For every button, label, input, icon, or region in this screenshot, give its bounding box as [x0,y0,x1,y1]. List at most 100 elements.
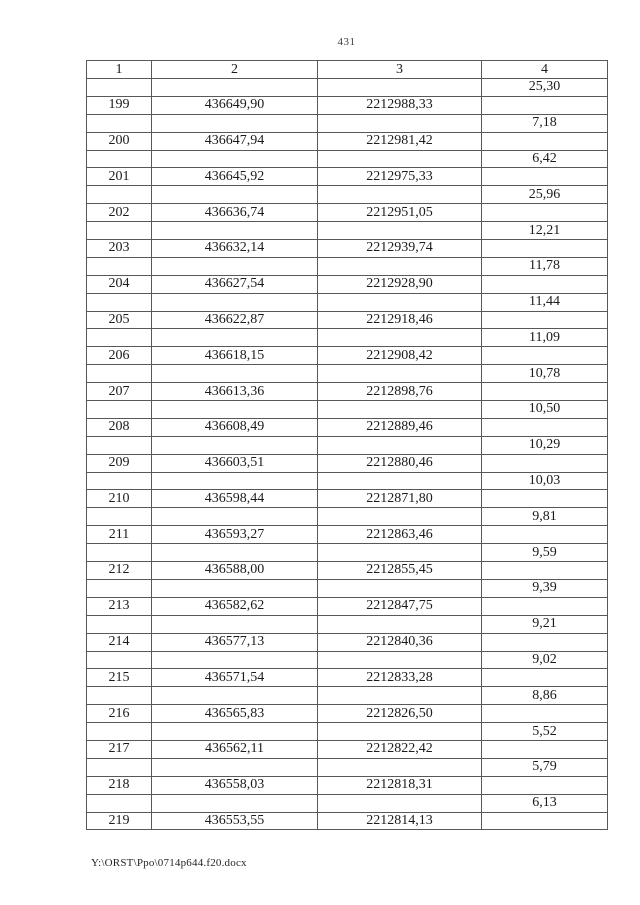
table-row: 211 436593,27 2212863,46 [86,525,608,545]
table-row: 11,44 [86,292,608,312]
table-cell [481,131,608,151]
table-cell: 11,78 [481,256,608,276]
table-row: 216 436565,83 2212826,50 [86,704,608,724]
table-cell [151,543,318,563]
table-cell [151,757,318,777]
table-cell: 5,79 [481,757,608,777]
table-cell [481,167,608,187]
table-row: 217 436562,11 2212822,42 [86,739,608,759]
table-cell [151,471,318,491]
table-row: 218 436558,03 2212818,31 [86,775,608,795]
table-cell: 9,81 [481,507,608,527]
table-cell: 199 [86,95,152,115]
table-cell [86,543,152,563]
table-cell [86,364,152,384]
table-cell [481,525,608,545]
table-cell: 2212928,90 [317,274,482,294]
table-cell [151,256,318,276]
table-cell [151,400,318,419]
table-cell [86,435,152,455]
table-cell: 2212939,74 [317,239,482,258]
table-cell [151,78,318,97]
table-cell [151,149,318,169]
table-cell [481,417,608,437]
table-cell: 2212898,76 [317,382,482,402]
table-cell [151,328,318,348]
table-cell: 25,30 [481,78,608,97]
table-cell [86,328,152,348]
table-cell [317,435,482,455]
table-cell [86,149,152,169]
table-cell: 436562,11 [151,739,318,759]
table-cell [317,650,482,670]
table-cell [317,113,482,133]
table-cell [151,722,318,741]
table-cell: 9,39 [481,578,608,598]
table-cell: 211 [86,525,152,545]
table-row: 25,96 [86,185,608,205]
coordinates-table: 1 2 3 4 25,30 199 436649,90 2212988,33 7,18 2… [86,60,608,831]
table-cell [481,310,608,330]
table-cell: 436571,54 [151,668,318,688]
table-cell: 208 [86,417,152,437]
table-cell: 436582,62 [151,596,318,616]
table-cell [317,507,482,527]
table-cell [317,256,482,276]
table-cell: 10,29 [481,435,608,455]
table-cell [481,704,608,724]
table-cell [151,650,318,670]
table-row: 9,81 [86,507,608,527]
table-row: 205 436622,87 2212918,46 [86,310,608,330]
table-cell [317,328,482,348]
table-cell [151,292,318,312]
table-cell [86,78,152,97]
table-cell: 202 [86,203,152,223]
table-cell: 10,03 [481,471,608,491]
table-cell [481,382,608,402]
table-cell: 12,21 [481,221,608,241]
table-cell [481,668,608,688]
table-header-row: 1 2 3 4 [86,60,608,79]
table-cell [86,578,152,598]
table-cell: 436558,03 [151,775,318,795]
table-cell: 5,52 [481,722,608,741]
table-cell: 209 [86,453,152,473]
table-cell [86,686,152,706]
table-row: 12,21 [86,221,608,241]
table-cell: 2212918,46 [317,310,482,330]
table-cell: 6,42 [481,149,608,169]
table-row: 10,29 [86,435,608,455]
table-cell [317,686,482,706]
document-file-path: Y:\ORST\Ppo\0714p644.f20.docx [91,857,247,869]
table-cell: 2212975,33 [317,167,482,187]
table-cell: 213 [86,596,152,616]
table-cell [151,364,318,384]
table-cell [151,507,318,527]
table-cell: 436603,51 [151,453,318,473]
table-cell [86,722,152,741]
table-row: 202 436636,74 2212951,05 [86,203,608,223]
column-header-1: 1 [86,60,152,79]
table-cell [481,239,608,258]
table-row: 9,02 [86,650,608,670]
table-cell: 10,78 [481,364,608,384]
table-cell: 436622,87 [151,310,318,330]
table-cell: 436608,49 [151,417,318,437]
table-cell: 436632,14 [151,239,318,258]
table-cell: 217 [86,739,152,759]
column-header-3: 3 [317,60,482,79]
table-cell [317,149,482,169]
table-cell: 203 [86,239,152,258]
table-cell [86,292,152,312]
table-cell: 205 [86,310,152,330]
table-cell: 11,44 [481,292,608,312]
table-cell [86,185,152,205]
table-row: 200 436647,94 2212981,42 [86,131,608,151]
table-cell: 436577,13 [151,632,318,652]
table-cell: 2212826,50 [317,704,482,724]
table-row: 207 436613,36 2212898,76 [86,382,608,402]
table-cell [481,811,608,831]
table-row: 11,78 [86,256,608,276]
table-cell: 2212855,45 [317,561,482,580]
